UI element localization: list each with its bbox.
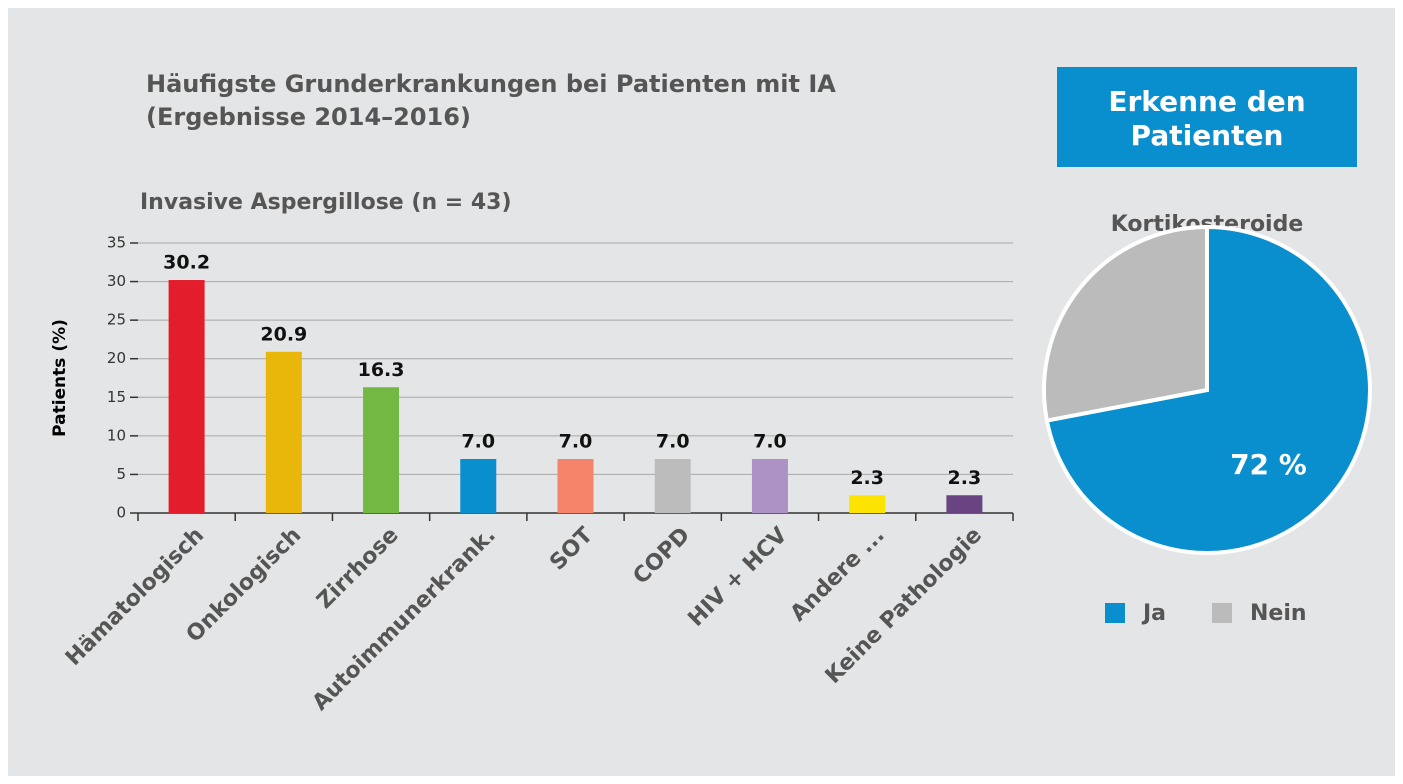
value-label: 7.0 xyxy=(461,431,495,453)
y-axis-label: Patients (%) xyxy=(50,319,70,437)
page-title: Häufigste Grunderkrankungen bei Patiente… xyxy=(146,70,836,98)
button-box[interactable] xyxy=(1057,67,1357,167)
y-tick-label: 30 xyxy=(107,272,126,290)
y-tick-label: 35 xyxy=(107,234,126,252)
button-label[interactable]: Erkenne den xyxy=(1108,85,1305,118)
pie-slice xyxy=(1042,224,1209,423)
bar xyxy=(849,495,886,513)
value-label: 7.0 xyxy=(559,431,593,453)
bar xyxy=(751,459,788,513)
y-tick-label: 25 xyxy=(107,311,126,329)
y-tick-label: 5 xyxy=(116,465,126,483)
chart-title: Invasive Aspergillose (n = 43) xyxy=(140,190,512,215)
bar xyxy=(654,459,691,513)
bar xyxy=(946,495,983,513)
y-tick-label: 10 xyxy=(107,426,126,444)
bar xyxy=(363,387,400,513)
bar xyxy=(168,280,205,513)
y-tick-label: 15 xyxy=(107,388,126,406)
value-label: 7.0 xyxy=(753,431,787,453)
bar xyxy=(460,459,497,513)
value-label: 72 % xyxy=(1230,448,1307,481)
y-tick-label: 0 xyxy=(116,504,126,522)
value-label: 30.2 xyxy=(163,252,210,274)
value-label: 2.3 xyxy=(948,467,982,489)
legend-label: Nein xyxy=(1250,601,1307,626)
legend-label: Ja xyxy=(1141,601,1166,626)
value-label: 16.3 xyxy=(358,359,405,381)
value-label: 2.3 xyxy=(850,467,884,489)
value-label: 7.0 xyxy=(656,431,690,453)
y-tick-label: 20 xyxy=(107,349,126,367)
legend-swatch xyxy=(1212,603,1232,623)
legend-swatch xyxy=(1105,603,1125,623)
value-label: 20.9 xyxy=(260,323,307,345)
button-label[interactable]: Patienten xyxy=(1131,119,1284,152)
bar xyxy=(265,351,302,513)
page-title: (Ergebnisse 2014–2016) xyxy=(146,103,471,131)
bar xyxy=(557,459,594,513)
